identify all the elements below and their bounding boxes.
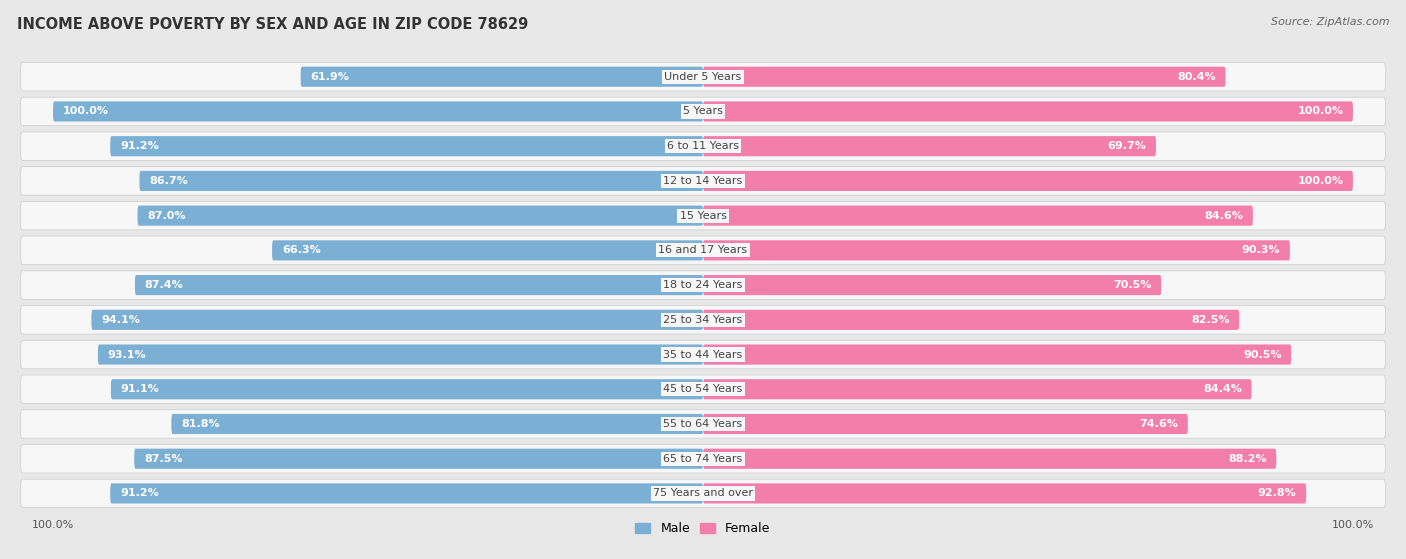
- Text: 6 to 11 Years: 6 to 11 Years: [666, 141, 740, 151]
- Text: 69.7%: 69.7%: [1108, 141, 1146, 151]
- FancyBboxPatch shape: [703, 206, 1253, 226]
- Text: 12 to 14 Years: 12 to 14 Years: [664, 176, 742, 186]
- FancyBboxPatch shape: [21, 236, 1385, 264]
- FancyBboxPatch shape: [111, 379, 703, 399]
- FancyBboxPatch shape: [703, 275, 1161, 295]
- Text: 66.3%: 66.3%: [281, 245, 321, 255]
- Text: 100.0%: 100.0%: [1298, 176, 1343, 186]
- Legend: Male, Female: Male, Female: [630, 517, 776, 540]
- Text: 88.2%: 88.2%: [1227, 454, 1267, 464]
- Text: 93.1%: 93.1%: [108, 349, 146, 359]
- Text: 91.2%: 91.2%: [120, 489, 159, 499]
- FancyBboxPatch shape: [703, 414, 1188, 434]
- FancyBboxPatch shape: [21, 97, 1385, 126]
- FancyBboxPatch shape: [21, 271, 1385, 299]
- FancyBboxPatch shape: [135, 275, 703, 295]
- Text: 35 to 44 Years: 35 to 44 Years: [664, 349, 742, 359]
- FancyBboxPatch shape: [301, 67, 703, 87]
- FancyBboxPatch shape: [91, 310, 703, 330]
- Text: 70.5%: 70.5%: [1114, 280, 1152, 290]
- Text: 90.3%: 90.3%: [1241, 245, 1279, 255]
- Text: Source: ZipAtlas.com: Source: ZipAtlas.com: [1271, 17, 1389, 27]
- Text: 45 to 54 Years: 45 to 54 Years: [664, 384, 742, 394]
- FancyBboxPatch shape: [172, 414, 703, 434]
- FancyBboxPatch shape: [21, 132, 1385, 160]
- FancyBboxPatch shape: [703, 101, 1353, 121]
- FancyBboxPatch shape: [21, 63, 1385, 91]
- Text: 15 Years: 15 Years: [679, 211, 727, 221]
- FancyBboxPatch shape: [703, 67, 1226, 87]
- Text: 65 to 74 Years: 65 to 74 Years: [664, 454, 742, 464]
- Text: 74.6%: 74.6%: [1139, 419, 1178, 429]
- Text: 87.0%: 87.0%: [148, 211, 186, 221]
- FancyBboxPatch shape: [703, 171, 1353, 191]
- Text: INCOME ABOVE POVERTY BY SEX AND AGE IN ZIP CODE 78629: INCOME ABOVE POVERTY BY SEX AND AGE IN Z…: [17, 17, 529, 32]
- Text: 91.2%: 91.2%: [120, 141, 159, 151]
- FancyBboxPatch shape: [21, 340, 1385, 369]
- Text: 81.8%: 81.8%: [181, 419, 219, 429]
- FancyBboxPatch shape: [21, 201, 1385, 230]
- FancyBboxPatch shape: [703, 310, 1239, 330]
- Text: 55 to 64 Years: 55 to 64 Years: [664, 419, 742, 429]
- Text: 84.4%: 84.4%: [1204, 384, 1241, 394]
- FancyBboxPatch shape: [273, 240, 703, 260]
- FancyBboxPatch shape: [21, 167, 1385, 195]
- FancyBboxPatch shape: [703, 379, 1251, 399]
- Text: 18 to 24 Years: 18 to 24 Years: [664, 280, 742, 290]
- FancyBboxPatch shape: [703, 136, 1156, 157]
- Text: 5 Years: 5 Years: [683, 106, 723, 116]
- Text: 100.0%: 100.0%: [63, 106, 108, 116]
- Text: 92.8%: 92.8%: [1257, 489, 1296, 499]
- Text: 16 and 17 Years: 16 and 17 Years: [658, 245, 748, 255]
- Text: 80.4%: 80.4%: [1177, 72, 1216, 82]
- FancyBboxPatch shape: [135, 449, 703, 469]
- FancyBboxPatch shape: [21, 410, 1385, 438]
- Text: 87.4%: 87.4%: [145, 280, 183, 290]
- Text: 75 Years and over: 75 Years and over: [652, 489, 754, 499]
- FancyBboxPatch shape: [110, 136, 703, 157]
- FancyBboxPatch shape: [703, 484, 1306, 504]
- FancyBboxPatch shape: [21, 444, 1385, 473]
- FancyBboxPatch shape: [139, 171, 703, 191]
- FancyBboxPatch shape: [703, 344, 1291, 364]
- FancyBboxPatch shape: [21, 479, 1385, 508]
- FancyBboxPatch shape: [53, 101, 703, 121]
- FancyBboxPatch shape: [703, 240, 1289, 260]
- FancyBboxPatch shape: [138, 206, 703, 226]
- Text: 90.5%: 90.5%: [1243, 349, 1281, 359]
- Text: 25 to 34 Years: 25 to 34 Years: [664, 315, 742, 325]
- FancyBboxPatch shape: [110, 484, 703, 504]
- Text: 91.1%: 91.1%: [121, 384, 159, 394]
- Text: 100.0%: 100.0%: [1298, 106, 1343, 116]
- Text: 61.9%: 61.9%: [311, 72, 349, 82]
- Text: 94.1%: 94.1%: [101, 315, 141, 325]
- Text: 84.6%: 84.6%: [1204, 211, 1243, 221]
- FancyBboxPatch shape: [21, 375, 1385, 404]
- Text: 82.5%: 82.5%: [1191, 315, 1229, 325]
- Text: 87.5%: 87.5%: [143, 454, 183, 464]
- FancyBboxPatch shape: [98, 344, 703, 364]
- Text: Under 5 Years: Under 5 Years: [665, 72, 741, 82]
- FancyBboxPatch shape: [703, 449, 1277, 469]
- Text: 86.7%: 86.7%: [149, 176, 188, 186]
- FancyBboxPatch shape: [21, 306, 1385, 334]
